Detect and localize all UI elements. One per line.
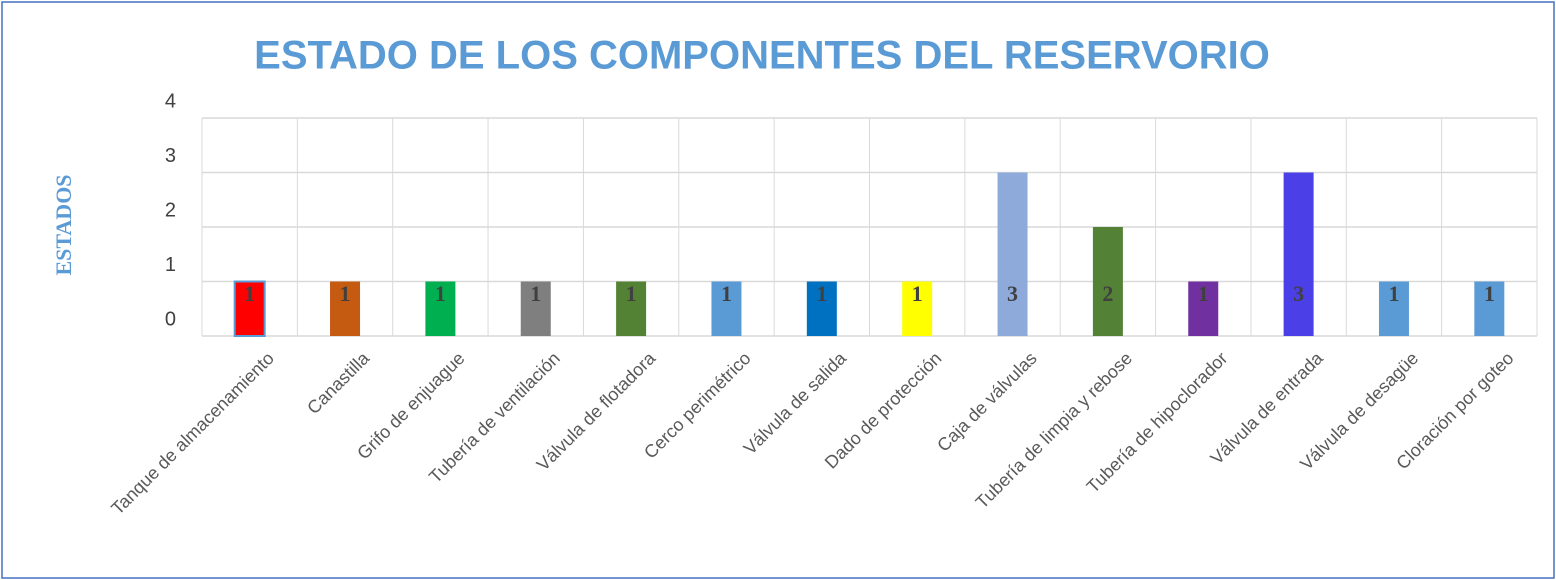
bar: [1283, 172, 1314, 336]
data-label: 3: [1007, 281, 1018, 306]
chart-title: ESTADO DE LOS COMPONENTES DEL RESERVORIO: [254, 34, 1270, 78]
data-label: 1: [1388, 281, 1399, 306]
bar: [902, 281, 933, 336]
bar: [330, 281, 361, 336]
bar: [233, 280, 266, 337]
y-tick-label: 0: [165, 308, 176, 330]
bar: [1092, 227, 1123, 336]
data-label: 1: [1198, 281, 1209, 306]
y-tick-label: 3: [165, 145, 176, 167]
data-label: 1: [816, 281, 827, 306]
y-axis-label: ESTADOS: [51, 174, 76, 275]
y-tick-label: 2: [165, 199, 176, 221]
data-label: 1: [626, 281, 637, 306]
data-label: 1: [244, 281, 255, 306]
data-label: 1: [721, 281, 732, 306]
data-label: 2: [1102, 281, 1113, 306]
data-label: 3: [1293, 281, 1304, 306]
data-label: 1: [340, 281, 351, 306]
bar: [806, 281, 837, 336]
bar: [1474, 281, 1505, 336]
bar: [616, 281, 647, 336]
data-label: 1: [912, 281, 923, 306]
bar: [711, 281, 742, 336]
bar: [520, 281, 551, 336]
bar: [1188, 281, 1219, 336]
bar: [1378, 281, 1409, 336]
bar: [997, 172, 1028, 336]
y-tick-label: 4: [165, 90, 176, 112]
bar: [425, 281, 456, 336]
data-label: 1: [530, 281, 541, 306]
data-label: 1: [1484, 281, 1495, 306]
data-label: 1: [435, 281, 446, 306]
y-tick-label: 1: [165, 254, 176, 276]
